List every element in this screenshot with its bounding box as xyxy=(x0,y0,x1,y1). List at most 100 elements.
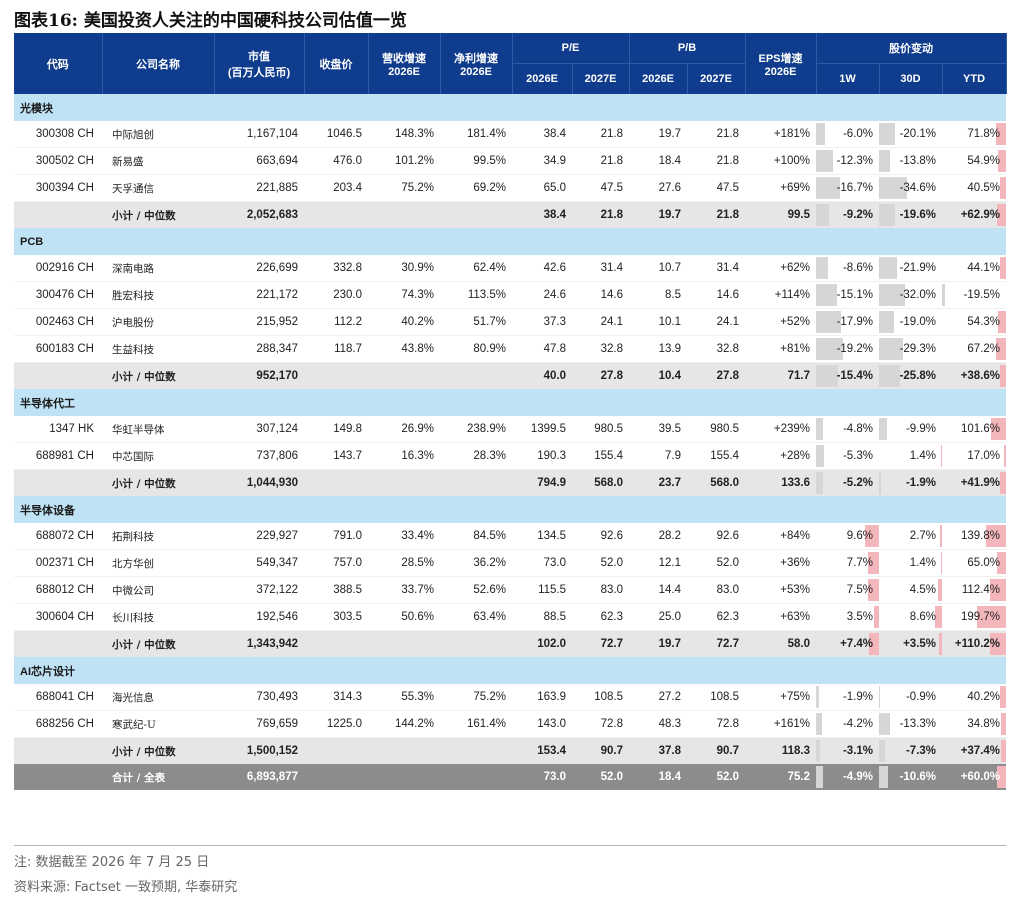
cell-pb27: 14.6 xyxy=(687,281,746,309)
w1-value: -6.0% xyxy=(842,128,874,140)
table-row: 688041 CH 海光信息 730,493 314.3 55.3% 75.2% 163.9… xyxy=(14,684,1007,711)
cell-close xyxy=(304,764,368,790)
cell-pe26: 1399.5 xyxy=(512,416,572,443)
w1-value: 9.6% xyxy=(846,530,874,542)
d30-change-bar xyxy=(879,472,881,494)
cell-ytd: +60.0% xyxy=(942,764,1007,790)
d30-value: -10.6% xyxy=(899,771,937,783)
cell-pe27: 72.8 xyxy=(572,710,630,738)
cell-pb27: 31.4 xyxy=(687,255,746,282)
cell-pe26: 794.9 xyxy=(512,469,572,496)
w1-change-bar xyxy=(868,579,880,601)
footer-divider xyxy=(14,845,1006,846)
cell-name: 天孚通信 xyxy=(102,174,214,202)
cell-ytd: +38.6% xyxy=(942,362,1007,389)
cell-d30: -20.1% xyxy=(879,121,943,148)
d30-value: -0.9% xyxy=(905,691,937,703)
cell-pb27: 24.1 xyxy=(687,308,746,336)
d30-value: -9.9% xyxy=(905,423,937,435)
category-label: AI芯片设计 xyxy=(14,657,1007,684)
header-ytd: YTD xyxy=(942,63,1007,94)
cell-name: 胜宏科技 xyxy=(102,281,214,309)
cell-ytd: -19.5% xyxy=(942,281,1007,309)
table-row: 300476 CH 胜宏科技 221,172 230.0 74.3% 113.5% 24.6… xyxy=(14,281,1007,309)
ytd-change-bar xyxy=(1000,740,1007,762)
cell-mcap: 288,347 xyxy=(214,335,304,363)
ytd-change-bar xyxy=(977,606,1007,628)
d30-value: -19.0% xyxy=(899,316,937,328)
cell-d30: 1.4% xyxy=(879,442,943,470)
cell-d30: 4.5% xyxy=(879,576,943,604)
ytd-value: 40.2% xyxy=(967,691,1001,703)
cell-ytd: 54.3% xyxy=(942,308,1007,336)
header-close: 收盘价 xyxy=(304,33,369,94)
cell-pe26: 115.5 xyxy=(512,576,572,604)
cell-eps: +36% xyxy=(745,549,817,577)
cell-np: 99.5% xyxy=(440,147,512,175)
ytd-value: 40.5% xyxy=(967,182,1001,194)
cell-pe27: 83.0 xyxy=(572,576,630,604)
d30-value: -21.9% xyxy=(899,262,937,274)
category-label: 半导体设备 xyxy=(14,496,1007,523)
cell-w1: 3.5% xyxy=(816,603,880,631)
w1-value: -1.9% xyxy=(842,691,874,703)
cell-np: 113.5% xyxy=(440,281,512,309)
d30-change-bar xyxy=(879,311,895,333)
cell-eps: +181% xyxy=(745,121,817,148)
ytd-change-bar xyxy=(999,472,1007,494)
cell-ytd: +110.2% xyxy=(942,630,1007,657)
cell-pb26: 18.4 xyxy=(629,147,688,175)
cell-name: 小计 / 中位数 xyxy=(102,630,214,657)
cell-np xyxy=(440,764,512,790)
cell-rev xyxy=(368,737,440,764)
cell-ytd: 44.1% xyxy=(942,255,1007,282)
cell-close: 757.0 xyxy=(304,549,368,577)
ytd-change-bar xyxy=(996,552,1007,574)
valuation-table: 代码 公司名称 市值 (百万人民币) 收盘价 营收增速 2026E 净利增速 2026… xyxy=(14,33,1007,790)
cell-pb26: 39.5 xyxy=(629,416,688,443)
w1-value: 7.5% xyxy=(846,584,874,596)
subtotal-row: 小计 / 中位数 1,343,942 102.0 72.7 19.7 72.7 58.0 +7… xyxy=(14,630,1007,657)
cell-w1: -15.1% xyxy=(816,281,880,309)
cell-mcap: 192,546 xyxy=(214,603,304,631)
w1-change-bar xyxy=(816,740,821,762)
cell-code: 688256 CH xyxy=(14,710,102,738)
d30-value: +3.5% xyxy=(903,638,937,650)
table-row: 300394 CH 天孚通信 221,885 203.4 75.2% 69.2% 65.0 4… xyxy=(14,174,1007,202)
cell-mcap: 1,343,942 xyxy=(214,630,304,657)
table-row: 688981 CH 中芯国际 737,806 143.7 16.3% 28.3% 190.3… xyxy=(14,442,1007,470)
cell-mcap: 229,927 xyxy=(214,523,304,550)
cell-eps: 58.0 xyxy=(745,630,817,657)
cell-pe27: 32.8 xyxy=(572,335,630,363)
d30-value: -7.3% xyxy=(905,745,937,757)
cell-w1: -3.1% xyxy=(816,737,880,764)
cell-ytd: 54.9% xyxy=(942,147,1007,175)
cell-code: 688072 CH xyxy=(14,523,102,550)
cell-name: 长川科技 xyxy=(102,603,214,631)
cell-d30: -13.8% xyxy=(879,147,943,175)
cell-np: 161.4% xyxy=(440,710,512,738)
cell-rev: 74.3% xyxy=(368,281,440,309)
cell-np: 75.2% xyxy=(440,684,512,711)
cell-pb26: 13.9 xyxy=(629,335,688,363)
cell-w1: -17.9% xyxy=(816,308,880,336)
cell-pe26: 34.9 xyxy=(512,147,572,175)
cell-w1: -5.2% xyxy=(816,469,880,496)
cell-name: 小计 / 中位数 xyxy=(102,362,214,389)
cell-pb27: 62.3 xyxy=(687,603,746,631)
ytd-change-bar xyxy=(942,284,945,306)
w1-value: -17.9% xyxy=(836,316,874,328)
cell-pb27: 90.7 xyxy=(687,737,746,764)
d30-value: -1.9% xyxy=(905,477,937,489)
cell-np: 84.5% xyxy=(440,523,512,550)
table-row: 002916 CH 深南电路 226,699 332.8 30.9% 62.4% 42.6 3… xyxy=(14,255,1007,282)
cell-code: 600183 CH xyxy=(14,335,102,363)
cell-close: 303.5 xyxy=(304,603,368,631)
table-row: 300604 CH 长川科技 192,546 303.5 50.6% 63.4% 88.5 6… xyxy=(14,603,1007,631)
cell-pb26: 19.7 xyxy=(629,121,688,148)
cell-np: 63.4% xyxy=(440,603,512,631)
ytd-change-bar xyxy=(1001,713,1007,735)
cell-name: 生益科技 xyxy=(102,335,214,363)
cell-mcap: 221,172 xyxy=(214,281,304,309)
cell-d30: -34.6% xyxy=(879,174,943,202)
